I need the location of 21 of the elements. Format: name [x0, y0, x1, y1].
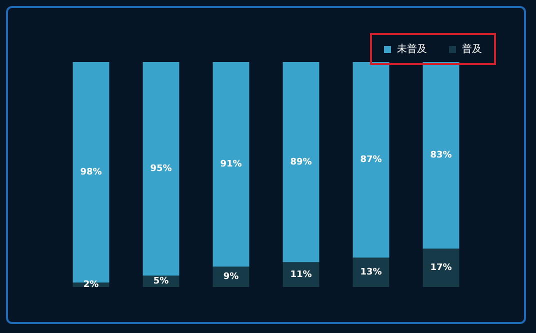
data-label: 91%: [220, 160, 242, 170]
bar: [352, 258, 390, 287]
data-label: 13%: [360, 268, 382, 278]
data-label: 83%: [430, 150, 452, 161]
legend-label: 未普及: [397, 44, 427, 55]
data-label: 95%: [150, 164, 172, 174]
data-label: 2%: [83, 280, 99, 290]
data-label: 9%: [223, 272, 239, 282]
bar: [212, 62, 250, 267]
data-label: 87%: [360, 155, 382, 166]
data-label: 89%: [290, 157, 312, 168]
data-label: 11%: [290, 270, 312, 280]
data-label: 17%: [430, 263, 452, 274]
bar: [282, 62, 320, 262]
data-label: 98%: [80, 168, 102, 178]
data-label: 5%: [153, 276, 169, 287]
bar: [142, 62, 180, 276]
legend-label: 普及: [462, 44, 482, 55]
bar: [422, 62, 460, 249]
bar: [352, 62, 390, 258]
bar: [422, 248, 460, 287]
